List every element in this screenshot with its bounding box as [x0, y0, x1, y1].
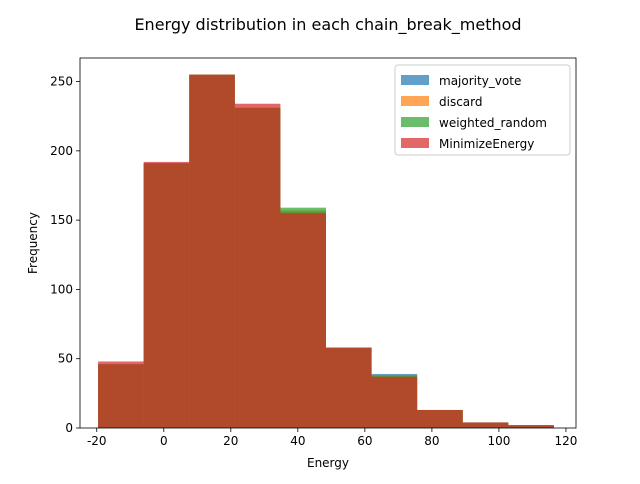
bar-MinimizeEnergy-3: [234, 103, 281, 428]
legend-label-weighted_random: weighted_random: [439, 116, 547, 130]
x-tick-label: 120: [554, 434, 577, 448]
x-axis-ticks: -20 0 20 40 60 80 100 120: [87, 428, 577, 448]
legend-label-discard: discard: [439, 95, 483, 109]
bar-MinimizeEnergy-8: [462, 422, 509, 428]
x-axis-label: Energy: [307, 456, 349, 470]
legend-label-majority_vote: majority_vote: [439, 74, 521, 88]
bar-MinimizeEnergy-1: [143, 161, 190, 428]
legend-swatch-weighted_random: [401, 117, 429, 127]
y-tick-label: 50: [58, 352, 73, 366]
bars-layer: [98, 74, 554, 429]
chart-title: Energy distribution in each chain_break_…: [134, 15, 521, 35]
y-tick-label: 250: [50, 75, 73, 89]
bar-MinimizeEnergy-0: [98, 361, 144, 428]
bar-MinimizeEnergy-7: [417, 409, 463, 428]
y-axis-label: Frequency: [26, 212, 40, 274]
plot-frame: [79, 57, 577, 429]
y-tick-label: 100: [50, 282, 73, 296]
x-tick-label: 40: [290, 434, 305, 448]
x-tick-label: 60: [357, 434, 372, 448]
bar-MinimizeEnergy-9: [508, 425, 554, 428]
x-tick-label: -20: [87, 434, 107, 448]
legend-swatch-discard: [401, 96, 429, 106]
x-tick-label: 80: [424, 434, 439, 448]
legend-swatch-majority_vote: [401, 75, 429, 85]
bar-MinimizeEnergy-5: [325, 347, 372, 428]
legend-swatch-MinimizeEnergy: [401, 138, 429, 148]
y-axis-ticks: 0 50 100 150 200 250: [50, 75, 80, 435]
x-tick-label: 20: [223, 434, 238, 448]
x-tick-label: 100: [487, 434, 510, 448]
legend-label-MinimizeEnergy: MinimizeEnergy: [439, 137, 534, 151]
bar-MinimizeEnergy-6: [371, 376, 418, 428]
y-tick-label: 0: [65, 421, 73, 435]
bar-MinimizeEnergy-2: [189, 74, 235, 428]
legend-box: [394, 64, 571, 156]
bar-MinimizeEnergy-4: [280, 213, 326, 428]
y-tick-label: 150: [50, 213, 73, 227]
x-tick-label: 0: [160, 434, 168, 448]
y-tick-label: 200: [50, 144, 73, 158]
